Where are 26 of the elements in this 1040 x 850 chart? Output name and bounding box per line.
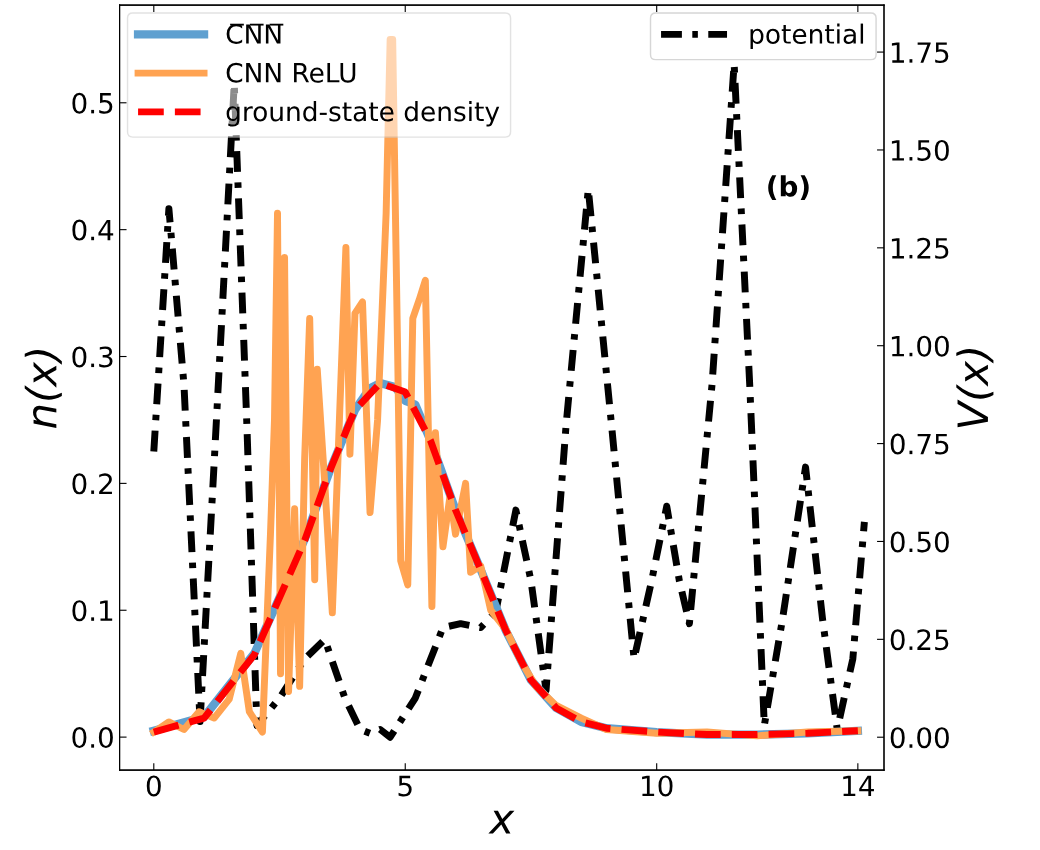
y2-tick-label: 0.75 <box>890 433 949 455</box>
y2-axis-title: V(x) <box>956 349 994 428</box>
y2-tick-label: 0.00 <box>890 727 949 749</box>
x-tick-label: 0 <box>146 775 161 797</box>
y2-tick-label: 1.25 <box>891 237 949 259</box>
y-tick-label: 0.5 <box>72 92 113 114</box>
y-tick-label: 0.4 <box>72 219 114 241</box>
x-tick-label: 5 <box>398 775 412 797</box>
y2-tick-label: 1.75 <box>891 42 949 64</box>
y2-tick-label: 1.50 <box>891 139 949 161</box>
y-tick-label: 0.1 <box>72 600 113 622</box>
y-tick-label: 0.2 <box>72 473 112 495</box>
y-axis-title: n(x) <box>24 350 62 428</box>
y2-tick-label: 1.00 <box>891 335 949 357</box>
legend-label: ground-state density <box>226 101 500 127</box>
legend-label: CNN ReLU <box>226 62 356 83</box>
annotation: (b) <box>768 175 809 201</box>
y2-tick-label: 0.50 <box>890 531 949 553</box>
legend-label: potential <box>750 23 864 50</box>
x-axis-title: x <box>488 810 515 834</box>
x-tick-label: 10 <box>642 775 673 797</box>
y2-tick-label: 0.25 <box>890 629 949 651</box>
y-tick-label: 0.3 <box>72 346 113 368</box>
y-tick-label: 0.0 <box>72 727 113 749</box>
x-tick-label: 14 <box>843 775 874 797</box>
legend-label: C̅N̅N̅ <box>226 23 284 44</box>
